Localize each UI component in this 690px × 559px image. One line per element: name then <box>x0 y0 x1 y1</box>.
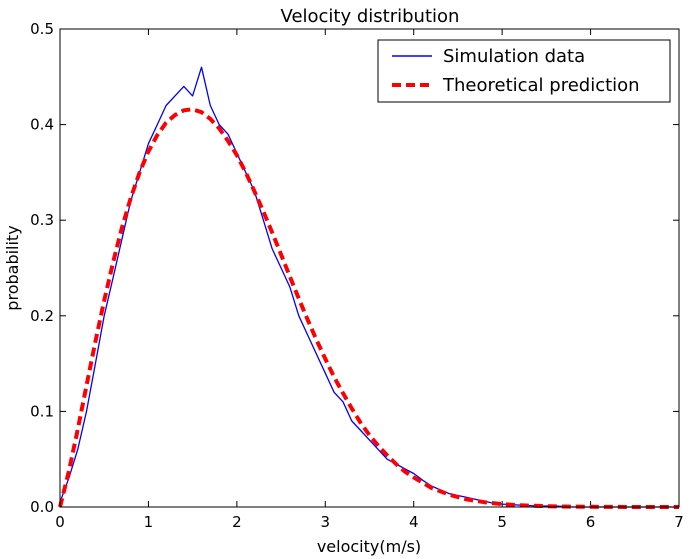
plot-border <box>59 28 680 508</box>
x-tick-label: 2 <box>232 513 242 531</box>
y-axis-label: probability <box>3 225 22 310</box>
legend-label-simulation: Simulation data <box>443 46 585 67</box>
axis-ticks: 0 1 2 3 4 5 6 7 0.0 0.1 0.2 0.3 0.4 0.5 <box>30 20 684 531</box>
x-tick-label: 5 <box>497 513 507 531</box>
x-axis-label: velocity(m/s) <box>317 537 421 556</box>
x-tick-label: 1 <box>144 513 154 531</box>
y-tick-label: 0.3 <box>30 211 54 229</box>
legend-label-theoretical: Theoretical prediction <box>442 75 640 96</box>
y-tick-label: 0.0 <box>30 498 54 516</box>
y-tick-label: 0.5 <box>30 20 54 38</box>
y-tick-label: 0.1 <box>30 402 54 420</box>
y-tick-label: 0.4 <box>30 116 54 134</box>
legend-box <box>377 39 671 103</box>
y-tick-label: 0.2 <box>30 307 54 325</box>
plot-area <box>59 28 680 508</box>
legend: Simulation data Theoretical prediction <box>377 39 671 103</box>
x-tick-label: 6 <box>586 513 596 531</box>
x-tick-label: 4 <box>409 513 419 531</box>
chart-title: Velocity distribution <box>281 6 460 27</box>
series-line-theoretical <box>58 107 679 509</box>
x-tick-label: 3 <box>321 513 331 531</box>
x-tick-label: 0 <box>55 513 65 531</box>
series-layer <box>58 66 679 509</box>
x-tick-label: 7 <box>674 513 684 531</box>
